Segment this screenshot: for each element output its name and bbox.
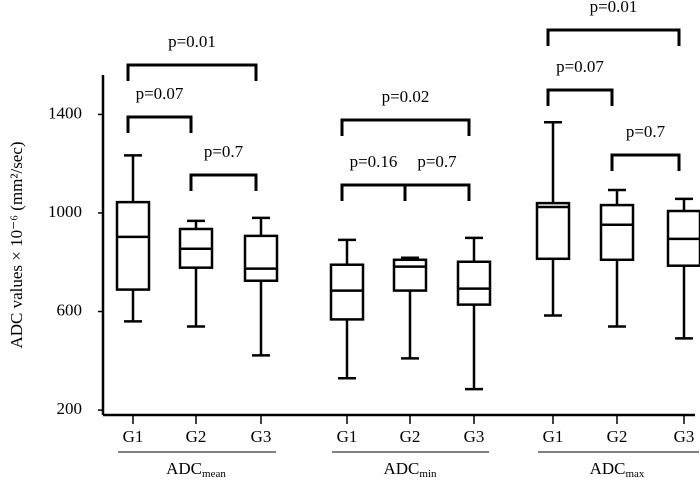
y-tick-label: 1400: [48, 103, 82, 122]
group-name: ADC: [590, 459, 626, 478]
group-name: ADC: [383, 459, 419, 478]
significance-bracket: [546, 88, 614, 106]
y-tick-label: 600: [57, 300, 83, 319]
group-label: ADCmean: [166, 459, 226, 480]
x-tick-label: G1: [543, 427, 564, 446]
y-tick-label: 1000: [48, 202, 82, 221]
p-value-label: p=0.01: [590, 0, 638, 16]
significance-bracket: [189, 173, 258, 191]
p-value-label: p=0.16: [350, 152, 398, 171]
y-tick-label: 200: [57, 399, 83, 418]
significance-bracket: [340, 183, 407, 201]
p-value-label: p=0.07: [556, 57, 604, 76]
x-tick-label: G1: [337, 427, 358, 446]
p-value-label: p=0.07: [136, 84, 184, 103]
box: [243, 234, 279, 282]
x-tick-label: G2: [607, 427, 628, 446]
box: [392, 258, 428, 292]
significance-bracket: [403, 183, 471, 201]
x-tick-label: G3: [464, 427, 485, 446]
x-tick-label: G2: [400, 427, 421, 446]
p-value-label: p=0.02: [382, 87, 430, 106]
x-tick-label: G1: [123, 427, 144, 446]
significance-bracket: [546, 28, 681, 46]
significance-bracket: [340, 118, 471, 136]
significance-bracket: [610, 153, 681, 171]
x-tick-label: G3: [674, 427, 695, 446]
group-name-sub: mean: [202, 468, 226, 480]
box: [535, 201, 571, 261]
group-name-sub: max: [625, 468, 644, 480]
box: [599, 203, 635, 262]
box: [115, 200, 151, 291]
y-axis-label: ADC values × 10⁻⁶ (mm²/sec): [7, 141, 26, 348]
significance-bracket: [126, 115, 193, 133]
group-label: ADCmin: [383, 459, 437, 480]
p-value-label: p=0.7: [626, 122, 666, 141]
p-value-label: p=0.01: [168, 32, 216, 51]
significance-bracket: [126, 63, 258, 81]
p-value-label: p=0.7: [204, 142, 244, 161]
group-name-sub: min: [419, 468, 437, 480]
group-label: ADCmax: [590, 459, 645, 480]
p-value-label: p=0.7: [417, 152, 457, 171]
x-tick-label: G2: [186, 427, 207, 446]
x-tick-label: G3: [251, 427, 272, 446]
box: [456, 260, 492, 306]
group-name: ADC: [166, 459, 202, 478]
box: [329, 263, 365, 321]
